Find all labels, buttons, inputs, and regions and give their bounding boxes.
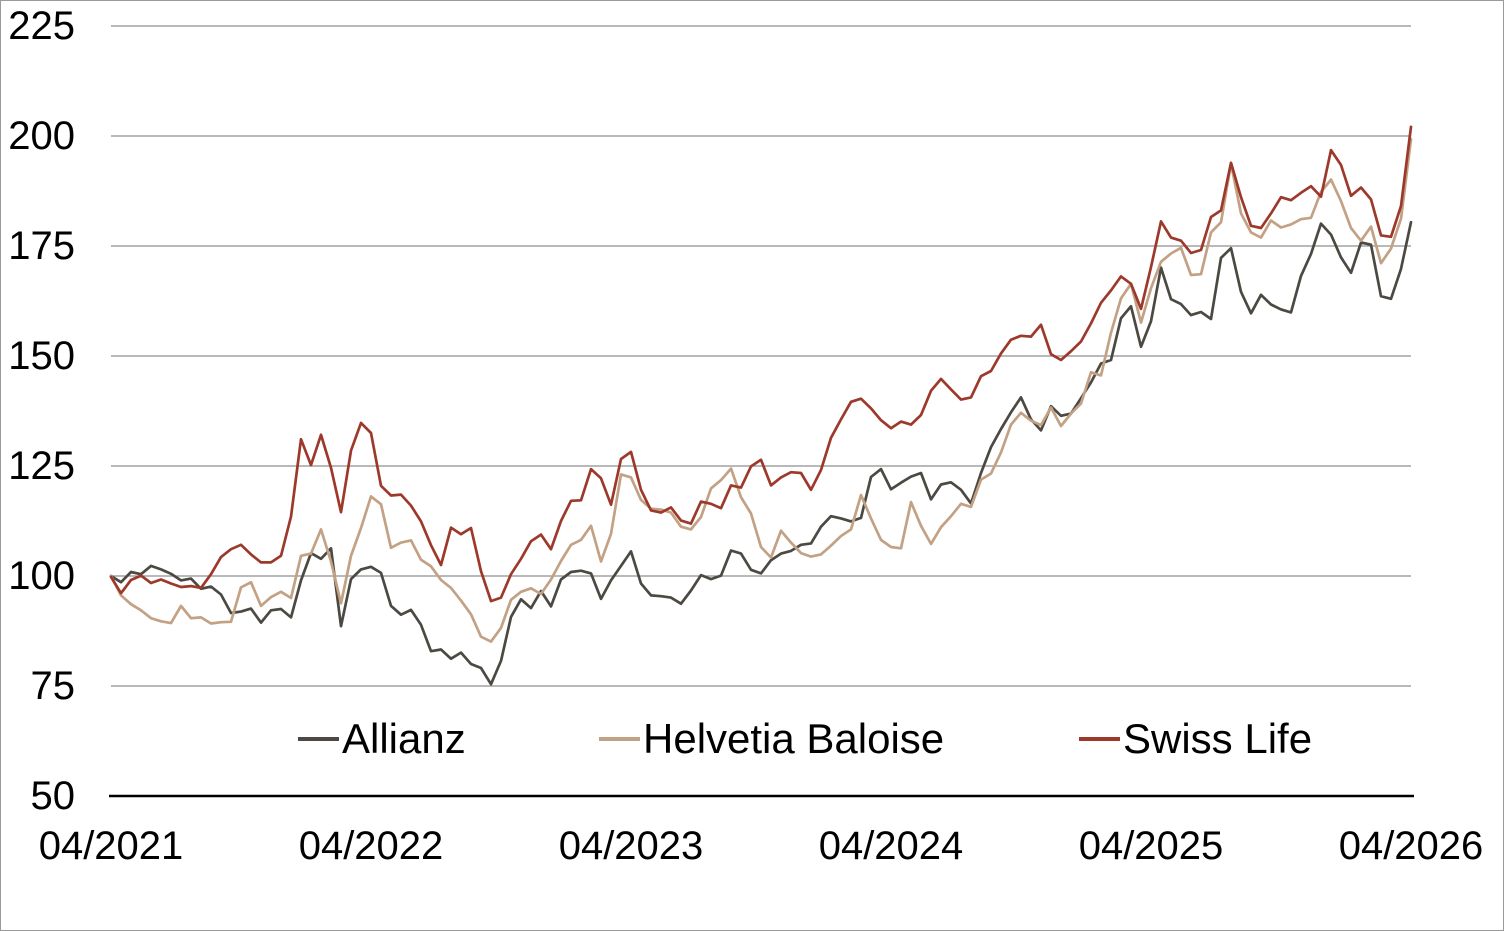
y-tick-label-225: 225 [8,4,75,48]
series-line-swiss-life [109,125,1413,603]
y-tick-label-100: 100 [8,554,75,598]
y-tick-label-150: 150 [8,334,75,378]
y-tick-label-50: 50 [31,774,76,818]
x-tick-label-04/2026: 04/2026 [1339,824,1484,868]
x-tick-label-04/2024: 04/2024 [819,824,964,868]
legend-label-allianz: Allianz [342,715,466,762]
swiss-life-line-swatch [1079,737,1120,741]
y-tick-label-175: 175 [8,224,75,268]
chart-legend: Allianz Helvetia Baloise Swiss Life [1,713,1503,765]
series-line-helvetia-baloise [109,137,1413,643]
legend-item-helvetia-baloise: Helvetia Baloise [599,713,944,765]
x-tick-label-04/2025: 04/2025 [1079,824,1224,868]
x-tick-label-04/2021: 04/2021 [39,824,184,868]
x-tick-label-04/2023: 04/2023 [559,824,704,868]
allianz-line-swatch [298,737,339,741]
helvetia-baloise-line-swatch [599,737,640,741]
x-tick-label-04/2022: 04/2022 [299,824,444,868]
legend-item-allianz: Allianz [298,713,466,765]
y-tick-label-200: 200 [8,114,75,158]
y-tick-label-75: 75 [31,664,76,708]
legend-label-swiss-life: Swiss Life [1123,715,1313,762]
legend-item-swiss-life: Swiss Life [1079,713,1312,765]
y-tick-label-125: 125 [8,444,75,488]
legend-label-helvetia-baloise: Helvetia Baloise [643,715,945,762]
